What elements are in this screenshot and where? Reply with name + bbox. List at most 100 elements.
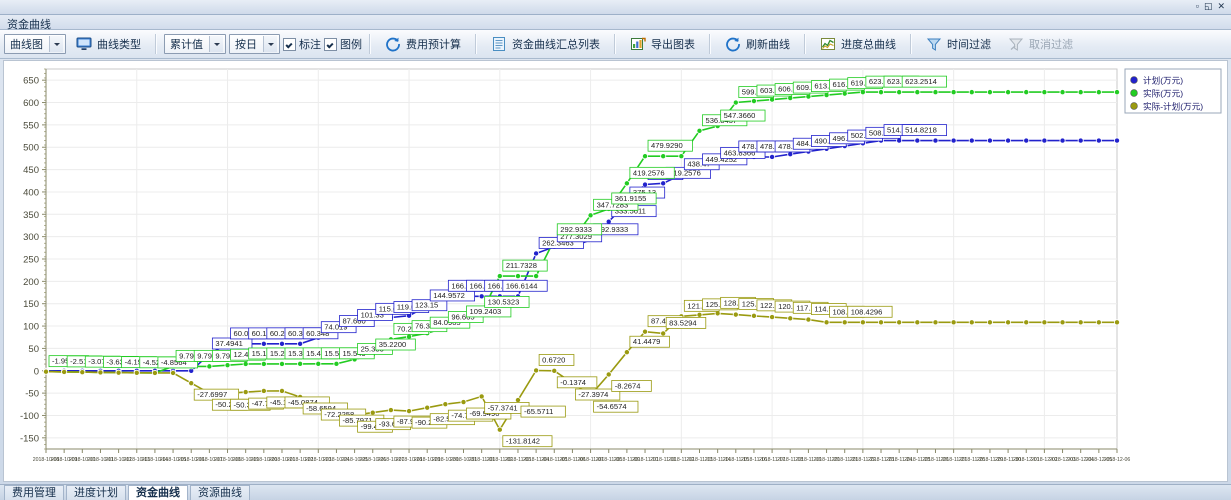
- checkbox-checked-icon[interactable]: [283, 37, 296, 51]
- svg-text:87.423: 87.423: [651, 317, 674, 326]
- svg-text:114.52: 114.52: [814, 305, 837, 314]
- svg-text:12.482: 12.482: [234, 350, 257, 359]
- toolbar-separator: [614, 34, 616, 54]
- close-icon[interactable]: ✕: [1217, 1, 1228, 11]
- minimize-icon[interactable]: ▫: [1195, 1, 1202, 11]
- svg-text:-2.518: -2.518: [70, 357, 92, 366]
- legend-checkbox[interactable]: 图例: [324, 36, 362, 52]
- svg-text:479.9290: 479.9290: [651, 141, 683, 150]
- svg-text:101.33: 101.33: [361, 310, 384, 319]
- window-controls[interactable]: ▫ ◱ ✕: [1195, 1, 1229, 12]
- svg-text:123.15: 123.15: [415, 301, 438, 310]
- svg-text:2018-10-19: 2018-10-19: [232, 457, 259, 463]
- cost-forecast-label: 费用预计算: [406, 39, 461, 51]
- svg-text:419.2576: 419.2576: [669, 168, 701, 177]
- svg-text:200: 200: [23, 277, 39, 288]
- svg-text:375.13: 375.13: [633, 188, 656, 197]
- svg-text:-27.6997: -27.6997: [197, 390, 227, 399]
- tab-cost-management[interactable]: 费用管理: [4, 485, 64, 500]
- svg-text:-4.526: -4.526: [143, 358, 165, 367]
- time-filter-button[interactable]: 时间过滤: [919, 32, 998, 56]
- svg-text:619.92: 619.92: [851, 79, 874, 88]
- svg-text:-54.6574: -54.6574: [597, 402, 627, 411]
- svg-text:60.007: 60.007: [234, 329, 257, 338]
- chart-type-combo[interactable]: 曲线图: [4, 34, 66, 54]
- svg-text:211.7328: 211.7328: [506, 261, 537, 270]
- cost-forecast-button[interactable]: 费用预计算: [378, 32, 468, 56]
- svg-text:2018-10-30: 2018-10-30: [432, 457, 459, 463]
- progress-total-curve-label: 进度总曲线: [841, 39, 896, 51]
- period-combo[interactable]: 按日: [229, 34, 280, 54]
- checkbox-checked-icon[interactable]: [324, 37, 337, 51]
- chevron-down-icon[interactable]: [263, 36, 277, 52]
- accumulation-combo[interactable]: 累计值: [164, 34, 226, 54]
- svg-text:-57.3741: -57.3741: [488, 403, 518, 412]
- tab-fund-curve[interactable]: 资金曲线: [128, 485, 188, 500]
- svg-text:128.38: 128.38: [724, 298, 747, 307]
- refresh-curve-button[interactable]: 刷新曲线: [718, 32, 797, 56]
- svg-text:2018-11-28: 2018-11-28: [959, 457, 985, 463]
- svg-text:613.27: 613.27: [814, 82, 837, 91]
- chart-type-combo-value: 曲线图: [10, 39, 43, 51]
- svg-text:350: 350: [23, 210, 39, 221]
- svg-text:478.24: 478.24: [742, 142, 765, 151]
- svg-text:500: 500: [23, 143, 39, 154]
- svg-text:2018-10-15: 2018-10-15: [160, 457, 187, 463]
- svg-text:2018-11-09: 2018-11-09: [614, 457, 640, 463]
- svg-text:125.60: 125.60: [742, 300, 765, 309]
- tab-progress-plan[interactable]: 进度计划: [66, 485, 126, 500]
- legend-checkbox-label: 图例: [340, 39, 362, 51]
- svg-text:277.3029: 277.3029: [560, 232, 592, 241]
- svg-text:603.29: 603.29: [760, 86, 783, 95]
- svg-text:361.9155: 361.9155: [615, 194, 647, 203]
- svg-text:15.454: 15.454: [306, 349, 329, 358]
- svg-text:650: 650: [23, 76, 39, 87]
- svg-text:2018-11-18: 2018-11-18: [777, 457, 803, 463]
- svg-text:262.3463: 262.3463: [542, 238, 574, 247]
- restore-icon[interactable]: ◱: [1203, 1, 1216, 11]
- svg-text:2018-11-08: 2018-11-08: [596, 457, 622, 463]
- window-title-bar: ▫ ◱ ✕: [0, 0, 1231, 15]
- export-chart-button[interactable]: 导出图表: [623, 32, 702, 56]
- tab-resource-curve[interactable]: 资源曲线: [190, 485, 250, 500]
- svg-text:609.95: 609.95: [796, 83, 819, 92]
- cancel-filter-button[interactable]: 取消过滤: [1001, 32, 1080, 56]
- svg-text:2018-11-29: 2018-11-29: [977, 457, 1003, 463]
- svg-text:514.82: 514.82: [887, 126, 910, 135]
- svg-text:-45.178: -45.178: [270, 398, 296, 407]
- curve-type-label: 曲线类型: [97, 39, 141, 51]
- svg-text:-27.3974: -27.3974: [578, 390, 608, 399]
- svg-text:108.42: 108.42: [833, 307, 856, 316]
- svg-text:-47.75: -47.75: [252, 399, 274, 408]
- svg-text:-50: -50: [25, 389, 39, 400]
- svg-text:130.5323: 130.5323: [488, 297, 520, 306]
- svg-text:-150: -150: [20, 433, 39, 444]
- svg-text:150: 150: [23, 299, 39, 310]
- progress-total-curve-button[interactable]: 进度总曲线: [813, 32, 903, 56]
- svg-text:2018-10-29: 2018-10-29: [414, 457, 441, 463]
- export-chart-label: 导出图表: [651, 39, 695, 51]
- svg-text:-3.637: -3.637: [106, 357, 128, 366]
- svg-text:2018-11-26: 2018-11-26: [922, 457, 948, 463]
- svg-text:2018-10-11: 2018-10-11: [87, 457, 113, 463]
- svg-text:计划(万元): 计划(万元): [1143, 74, 1183, 85]
- svg-text:2018-10-23: 2018-10-23: [305, 457, 332, 463]
- chart-icon: [820, 36, 836, 52]
- fund-curve-summary-list-button[interactable]: 资金曲线汇总列表: [484, 32, 607, 56]
- chart-canvas[interactable]: -150 -100 -50 0 50 100 150 200 250 300 350 400 450 50…: [4, 61, 1227, 481]
- fund-curve-summary-list-label: 资金曲线汇总列表: [512, 39, 600, 51]
- toolbar-separator: [804, 34, 806, 54]
- svg-text:-58.6594: -58.6594: [306, 404, 336, 413]
- svg-text:463.8366: 463.8366: [724, 148, 756, 157]
- mark-checkbox[interactable]: 标注: [283, 36, 321, 52]
- svg-text:25.385: 25.385: [361, 344, 384, 353]
- svg-text:2018-11-15: 2018-11-15: [723, 457, 749, 463]
- chevron-down-icon[interactable]: [49, 36, 63, 52]
- svg-text:108.4296: 108.4296: [851, 307, 883, 316]
- chevron-down-icon[interactable]: [209, 36, 223, 52]
- svg-text:-1.9588: -1.9588: [52, 357, 78, 366]
- bottom-tab-bar: 费用管理 进度计划 资金曲线 资源曲线: [0, 484, 1231, 500]
- curve-type-button[interactable]: 曲线类型: [69, 32, 148, 56]
- svg-text:-85.7971: -85.7971: [342, 416, 372, 425]
- fund-curve-chart[interactable]: -150 -100 -50 0 50 100 150 200 250 300 350 400 450 50…: [3, 60, 1228, 482]
